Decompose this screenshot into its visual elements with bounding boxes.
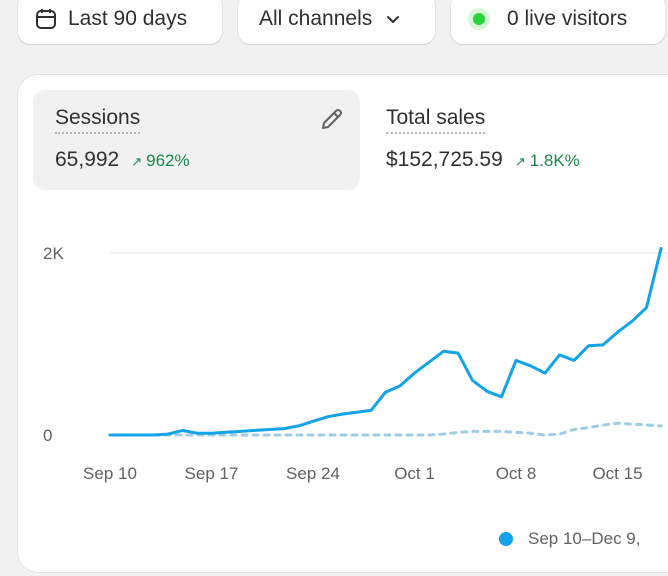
arrow-up-right-icon: ↗ xyxy=(514,154,526,169)
metric-change: 1.8K% xyxy=(529,151,580,170)
live-indicator-icon xyxy=(473,13,485,25)
x-tick-label: Oct 1 xyxy=(394,464,435,483)
date-range-label: Last 90 days xyxy=(68,7,188,30)
channel-filter-button[interactable]: All channels xyxy=(238,0,435,44)
date-range-button[interactable]: Last 90 days xyxy=(18,0,222,44)
x-tick-label: Sep 17 xyxy=(185,464,239,483)
comparison-series-line xyxy=(108,421,663,437)
x-tick-label: Sep 24 xyxy=(286,464,340,483)
legend-dot-icon xyxy=(499,532,513,546)
metric-label[interactable]: Sessions xyxy=(55,106,141,134)
metric-change: 962% xyxy=(146,151,190,170)
arrow-up-right-icon: ↗ xyxy=(131,154,143,169)
channel-filter-label: All channels xyxy=(259,7,373,30)
metric-tile-sessions[interactable]: Sessions 65,992 ↗ 962% xyxy=(33,90,360,190)
pencil-icon[interactable] xyxy=(318,107,344,133)
metric-tile-total-sales[interactable]: Total sales $152,725.59 ↗ 1.8K% xyxy=(386,90,666,190)
metric-label[interactable]: Total sales xyxy=(386,106,486,134)
y-tick-label: 0 xyxy=(43,426,52,445)
metric-value: $152,725.59 xyxy=(386,148,503,171)
calendar-icon xyxy=(36,9,56,29)
y-tick-label: 2K xyxy=(43,244,64,263)
live-visitors-label: 0 live visitors xyxy=(507,7,628,30)
sessions-series-line xyxy=(108,247,663,437)
metric-value: 65,992 xyxy=(55,148,120,171)
legend-label: Sep 10–Dec 9, xyxy=(528,529,641,548)
x-tick-label: Oct 15 xyxy=(592,464,642,483)
x-tick-label: Sep 10 xyxy=(83,464,137,483)
live-visitors-button[interactable]: 0 live visitors xyxy=(451,0,665,44)
x-tick-label: Oct 8 xyxy=(496,464,537,483)
chart-legend: Sep 10–Dec 9, xyxy=(499,529,640,549)
chevron-down-icon xyxy=(387,16,400,23)
